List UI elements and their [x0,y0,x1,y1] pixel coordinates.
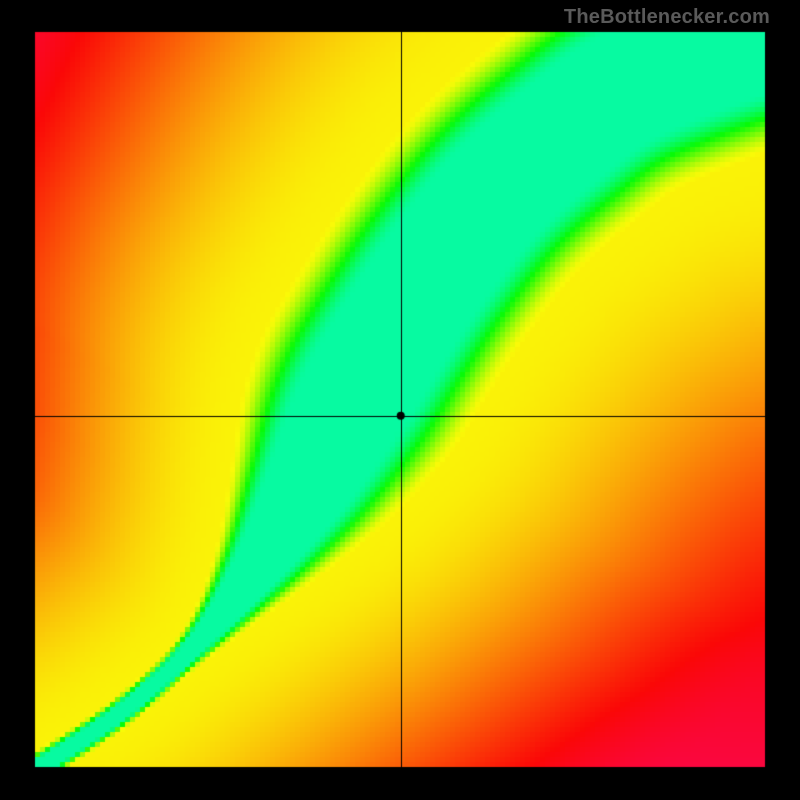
watermark-text: TheBottlenecker.com [564,6,770,29]
heatmap-chart [0,0,800,800]
